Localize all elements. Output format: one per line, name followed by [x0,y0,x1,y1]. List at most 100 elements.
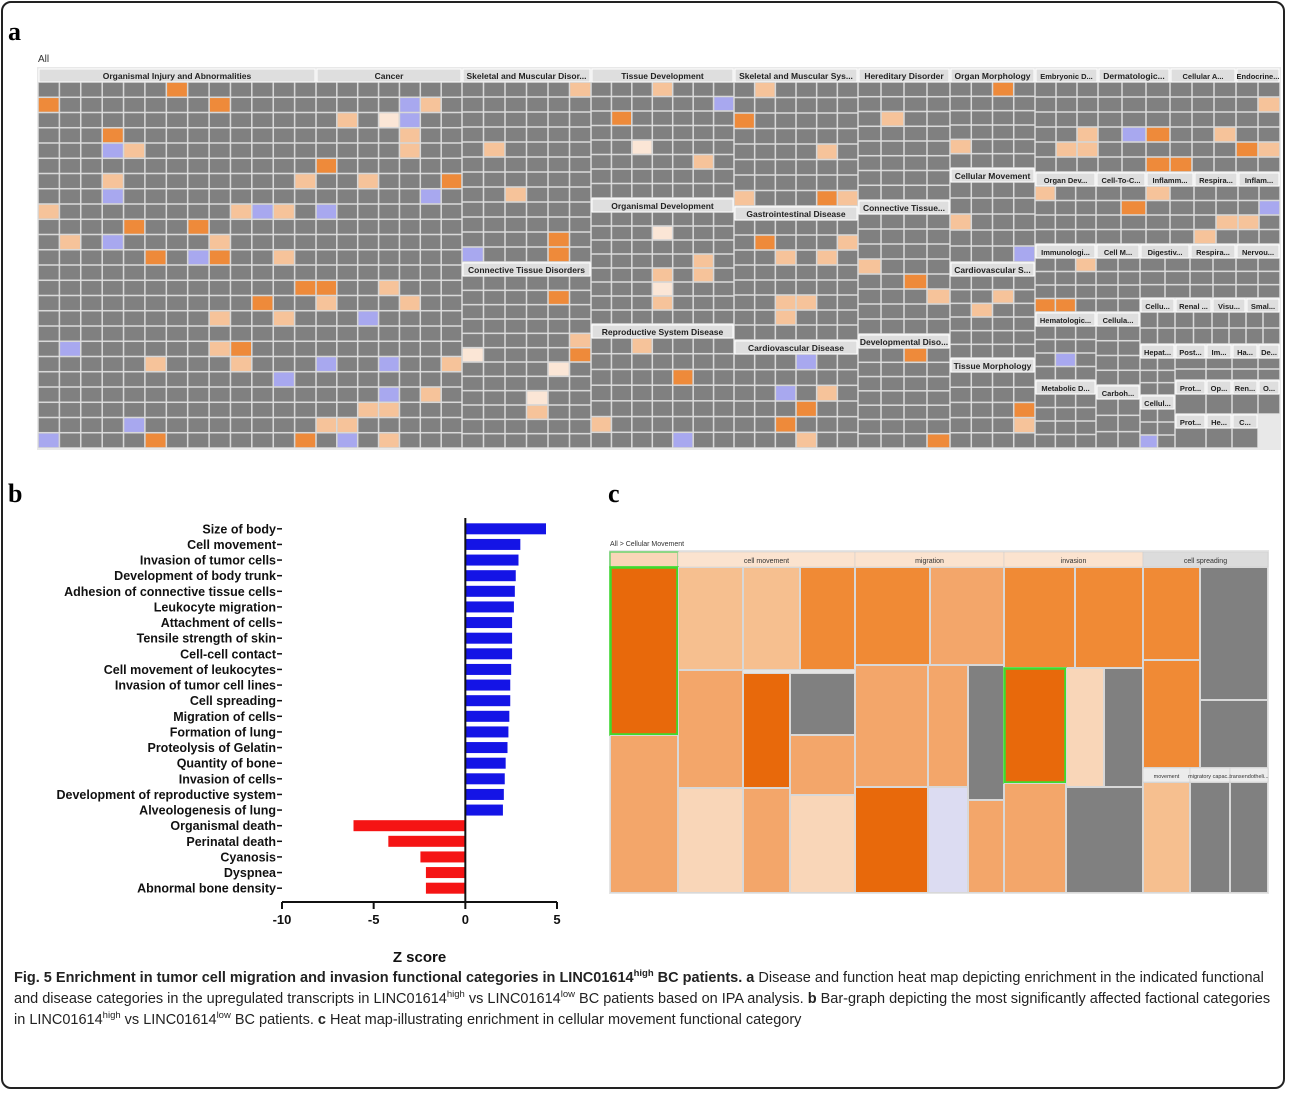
heatmap-cell [483,433,505,448]
heatmap-cell [754,401,776,417]
bar [353,820,466,832]
heatmap-cell [632,240,653,254]
category-header-bg [1232,380,1258,395]
heatmap-cell [1075,285,1096,299]
heatmap-cell [632,268,653,282]
heatmap-cell [796,113,817,129]
heatmap-cell [1236,112,1258,127]
heatmap-cell [187,387,209,403]
heatmap-cell [102,341,124,357]
heatmap-cell [1098,127,1122,142]
heatmap-cell [971,330,993,345]
caption-text: high [446,989,465,1001]
heatmap-cell [1077,112,1098,127]
category-header: Cellular A... [1183,72,1224,81]
bar [465,710,510,722]
heatmap-cell [273,432,295,448]
heatmap-cell [754,113,776,129]
heatmap-cell [230,280,252,296]
heatmap-cell [652,140,673,155]
heatmap-cell [462,232,484,247]
heatmap-cell [611,310,632,324]
category-header-bg [591,324,734,339]
heatmap-cell [337,249,358,265]
heatmap-cell [378,219,400,235]
heatmap-cell [1190,284,1213,298]
category-header-bg [1096,385,1140,400]
heatmap-cell [209,326,231,342]
heatmap-cell [796,369,817,386]
heatmap-cell [38,265,60,281]
heatmap-cell [1013,246,1035,262]
heatmap-cell [1140,284,1165,298]
heatmap-cell [441,82,462,98]
heatmap-cell [38,82,60,98]
heatmap-cell [950,214,972,230]
heatmap-cell [950,417,972,433]
heatmap-cell [316,219,337,235]
heatmap-cell [80,265,102,281]
heatmap-cell [80,204,102,220]
bar [465,617,513,629]
bar [465,523,546,535]
heatmap-cell [1096,200,1121,215]
category-header-bg [950,168,1035,183]
heatmap-cell [187,143,209,159]
heatmap-cell [611,240,632,254]
heatmap-cell [187,112,209,128]
heatmap-cell [837,128,858,144]
heatmap-cell [462,187,484,202]
heatmap-cell [337,158,358,174]
y-tick-label: Development of body trunk [114,569,276,583]
category-header: Digestiv... [1148,248,1183,257]
heatmap-cell [273,82,295,98]
heatmap-cell [1118,399,1140,416]
heatmap-cell [1055,366,1076,380]
heatmap-cell [837,432,858,448]
heatmap-cell [441,219,462,235]
heatmap-cell [187,310,209,326]
heatmap-cell [950,246,972,262]
heatmap-cell [38,112,60,128]
heatmap-cell [569,232,591,247]
heatmap-cell [754,128,776,144]
heatmap-cell [713,111,734,126]
y-tick-label: Invasion of cells [179,772,276,786]
category-header-bg [950,358,1035,373]
heatmap-cell [858,82,881,97]
heatmap-cell [80,158,102,174]
heatmap-cell [775,82,796,98]
heatmap-cell [230,341,252,357]
heatmap-cell [790,795,855,893]
heatmap-cell [80,280,102,296]
heatmap-cell [378,234,400,250]
heatmap-cell [927,259,950,274]
heatmap-cell [837,310,858,325]
heatmap-cell [734,159,755,175]
heatmap-cell [102,143,124,159]
heatmap-cell [294,173,316,189]
heatmap-cell [294,234,316,250]
heatmap-cell [1122,142,1146,157]
heatmap-cell [80,234,102,250]
heatmap-cell [678,788,743,893]
heatmap-cell [187,219,209,235]
heatmap-cell [441,326,462,342]
category-header-bg [462,262,591,277]
heatmap-cell [992,417,1014,433]
heatmap-cell [462,97,484,112]
heatmap-cell [145,234,167,250]
heatmap-cell [187,249,209,265]
heatmap-cell [971,110,993,125]
heatmap-cell [548,157,570,172]
heatmap-cell [591,432,612,448]
heatmap-cell [1056,97,1077,112]
heatmap-cell [294,371,316,387]
heatmap-cell [252,341,274,357]
heatmap-cell [294,432,316,448]
heatmap-cell [123,341,145,357]
heatmap-cell [591,240,612,254]
heatmap-cell [950,344,972,358]
category-header: Hepat... [1144,348,1171,357]
heatmap-cell [420,188,441,204]
